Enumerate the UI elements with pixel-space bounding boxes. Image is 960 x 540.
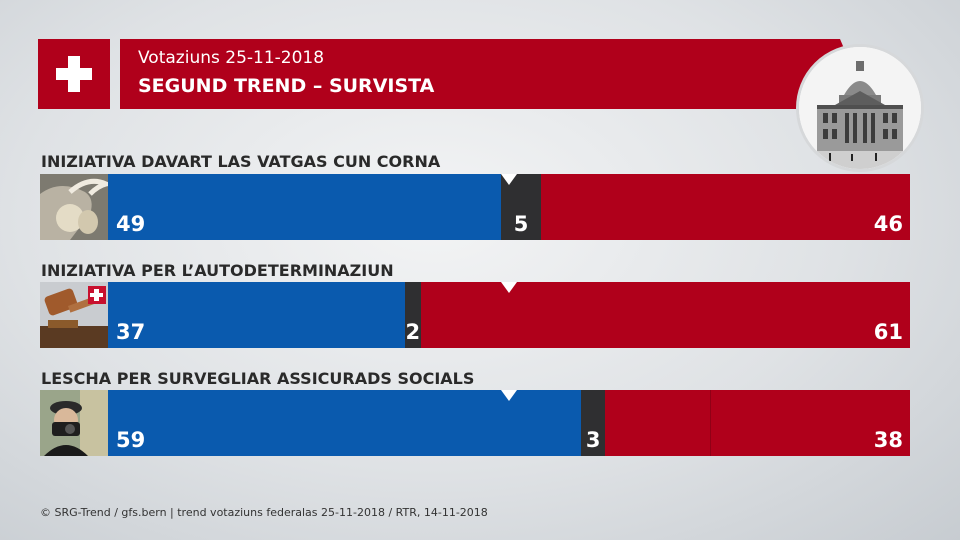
neutral-value: 5 [513,212,529,236]
header-subtitle: Votaziuns 25-11-2018 [138,48,325,68]
row-title: INIZIATIVA PER L’AUTODETERMINAZIUN [41,261,394,280]
yes-value: 37 [116,320,146,344]
result-bar: 59 3 38 [108,390,910,456]
no-value: 38 [873,428,903,452]
yes-segment [108,390,582,456]
yes-value: 59 [116,428,146,452]
neutral-segment [500,174,542,240]
neutral-value: 2 [405,320,421,344]
yes-segment [108,282,405,348]
neutral-segment [581,390,606,456]
swiss-flag [38,39,110,109]
midpoint-marker-icon [501,282,517,293]
neutral-segment [404,282,421,348]
yes-segment [108,174,501,240]
judge-gavel-icon [40,282,108,348]
no-segment [420,282,910,348]
detective-camera-icon [40,390,108,456]
midpoint-marker-icon [501,174,517,185]
neutral-value: 3 [585,428,601,452]
no-segment [541,174,910,240]
no-segment [605,390,910,456]
source-footer: © SRG-Trend / gfs.bern | trend votaziuns… [40,506,488,519]
row-title: INIZIATIVA DAVART LAS VATGAS CUN CORNA [41,152,441,171]
no-value: 46 [873,212,903,236]
federal-palace-icon [796,44,924,172]
result-bar: 49 5 46 [108,174,910,240]
bar-divider [709,390,711,456]
header-banner: Votaziuns 25-11-2018 SEGUND TREND – SURV… [120,39,870,109]
midpoint-marker-icon [501,390,517,401]
row-title: LESCHA PER SURVEGLIAR ASSICURADS SOCIALS [41,369,475,388]
yes-value: 49 [116,212,146,236]
no-value: 61 [873,320,903,344]
cow-horn-icon [40,174,108,240]
header-title: SEGUND TREND – SURVISTA [138,75,435,97]
result-bar: 37 2 61 [108,282,910,348]
